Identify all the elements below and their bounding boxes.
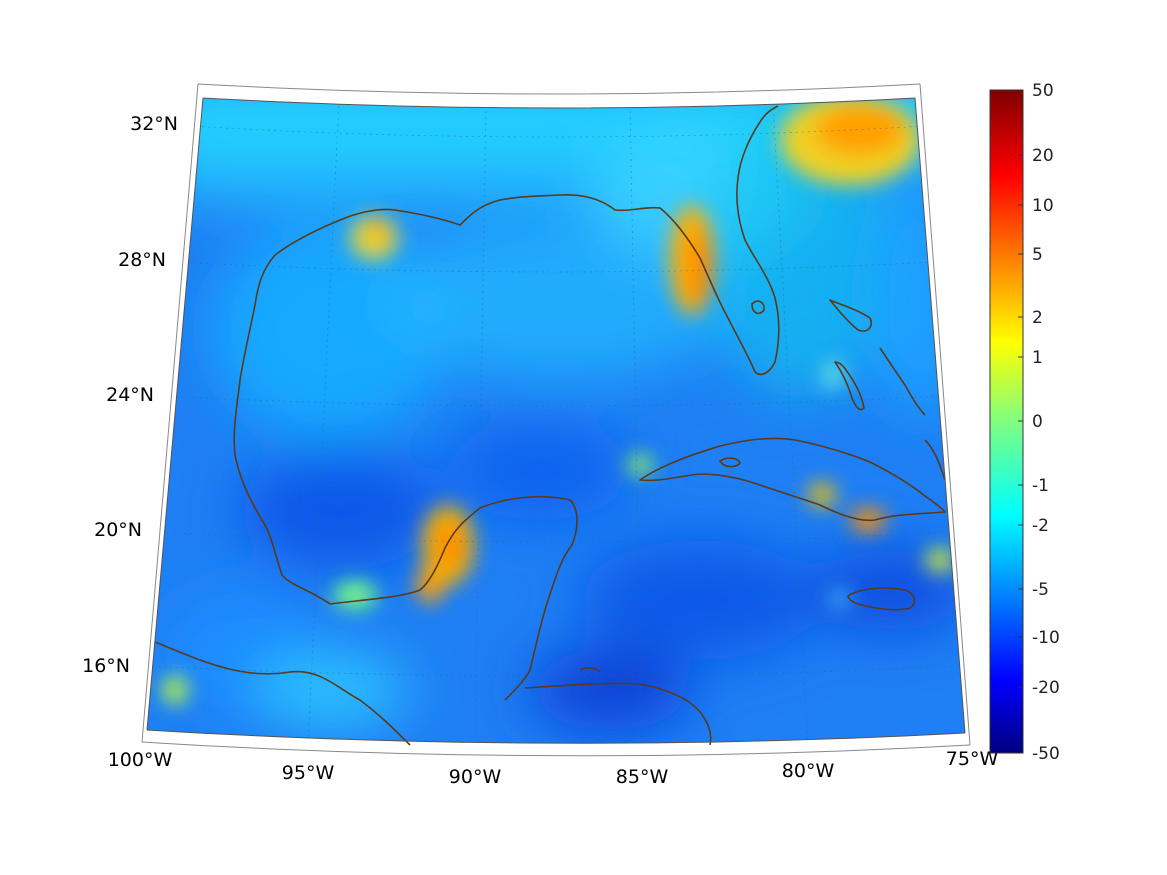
colorbar-tick-label: 50 bbox=[1032, 81, 1054, 101]
map-field bbox=[147, 98, 965, 744]
lon-label-95w: 95°W bbox=[282, 762, 335, 784]
colorbar-tick-label: 10 bbox=[1032, 196, 1054, 216]
lon-label-85w: 85°W bbox=[616, 766, 669, 788]
lon-label-90w: 90°W bbox=[449, 766, 502, 788]
colorbar-tick-label: -1 bbox=[1032, 476, 1049, 496]
map-frame bbox=[141, 83, 971, 757]
colorbar-tick-label: -5 bbox=[1032, 580, 1049, 600]
lat-label-16n: 16°N bbox=[82, 655, 130, 677]
lon-label-80w: 80°W bbox=[782, 760, 835, 782]
lon-label-75w: 75°W bbox=[946, 748, 999, 770]
lat-label-20n: 20°N bbox=[94, 519, 142, 541]
colorbar-tick-label: 1 bbox=[1032, 348, 1043, 368]
colorbar-tick-label: 0 bbox=[1032, 412, 1043, 432]
lon-label-100w: 100°W bbox=[108, 749, 173, 771]
colorbar-tick-label: -20 bbox=[1032, 678, 1060, 698]
lat-label-24n: 24°N bbox=[106, 384, 154, 406]
colorbar-tick-label: -10 bbox=[1032, 628, 1060, 648]
longitude-labels: 100°W 95°W 90°W 85°W 80°W 75°W bbox=[108, 748, 999, 788]
lat-label-32n: 32°N bbox=[130, 113, 178, 135]
colorbar-tick-label: -50 bbox=[1032, 744, 1060, 764]
colorbar-gradient bbox=[989, 89, 1024, 754]
latitude-labels: 16°N 20°N 24°N 28°N 32°N bbox=[82, 113, 178, 677]
colorbar-tick-label: -2 bbox=[1032, 516, 1049, 536]
colorbar-tick-label: 2 bbox=[1032, 308, 1043, 328]
lat-label-28n: 28°N bbox=[118, 249, 166, 271]
coastlines bbox=[154, 105, 946, 746]
colorbar-tick-label: 20 bbox=[1032, 146, 1054, 166]
colorbar-tick-label: 5 bbox=[1032, 245, 1043, 265]
